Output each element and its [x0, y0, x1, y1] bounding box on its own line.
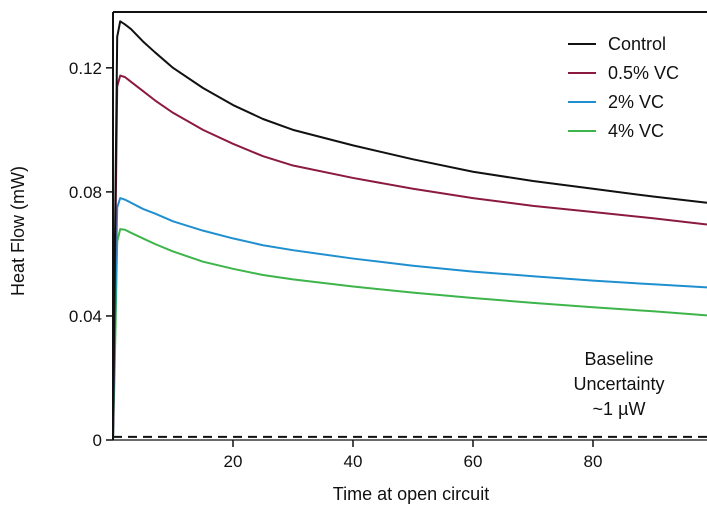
y-axis-title: Heat Flow (mW)	[8, 166, 28, 296]
legend-label: 2% VC	[608, 92, 664, 112]
legend-item: 2% VC	[568, 92, 664, 112]
baseline-annotation-line: ~1 µW	[593, 399, 646, 419]
y-tick-label: 0	[93, 431, 102, 450]
series-line-2-vc	[113, 197, 707, 440]
y-tick-label: 0.04	[69, 307, 102, 326]
legend-label: Control	[608, 34, 666, 54]
x-tick-label: 40	[344, 452, 363, 471]
x-tick-label: 20	[224, 452, 243, 471]
baseline-annotation-line: Baseline	[584, 349, 653, 369]
legend-item: 4% VC	[568, 121, 664, 141]
x-tick-label: 80	[584, 452, 603, 471]
series-line-control	[113, 20, 707, 440]
plot-area	[113, 20, 707, 440]
baseline-annotation: Baseline Uncertainty ~1 µW	[573, 349, 664, 419]
baseline-annotation-line: Uncertainty	[573, 374, 664, 394]
legend-label: 0.5% VC	[608, 63, 679, 83]
legend: Control 0.5% VC 2% VC 4% VC	[568, 34, 679, 141]
legend-item: Control	[568, 34, 666, 54]
legend-item: 0.5% VC	[568, 63, 679, 83]
series-line-0-5-vc	[113, 74, 707, 440]
y-tick-label: 0.08	[69, 183, 102, 202]
series-line-4-vc	[113, 228, 707, 440]
axes: 0 0.04 0.08 0.12 20 40 60 80	[69, 11, 707, 471]
x-axis-title: Time at open circuit	[333, 484, 489, 504]
x-tick-label: 60	[464, 452, 483, 471]
legend-label: 4% VC	[608, 121, 664, 141]
y-tick-label: 0.12	[69, 59, 102, 78]
